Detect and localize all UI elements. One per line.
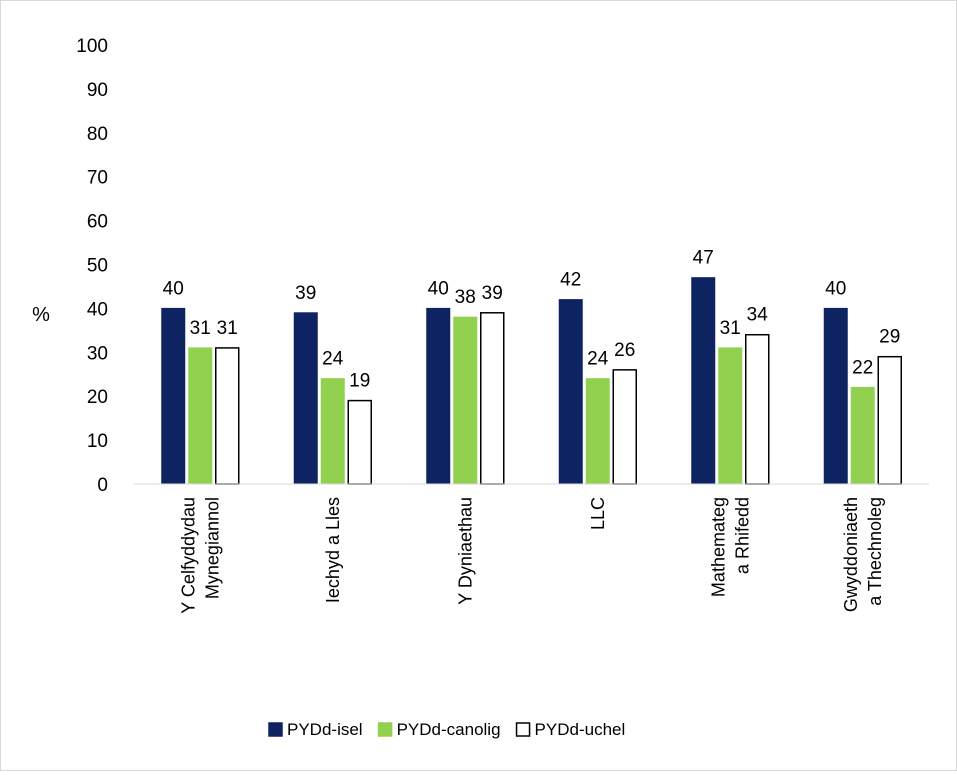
y-tick-label: 100 xyxy=(76,36,108,57)
data-label: 40 xyxy=(428,278,449,299)
y-tick-label: 50 xyxy=(87,256,108,277)
bar-pydd-isel-0 xyxy=(161,307,186,485)
y-axis-label: % xyxy=(32,304,50,326)
bar-pydd-uchel-2 xyxy=(480,312,505,485)
legend-swatch xyxy=(377,722,393,737)
category-label: Y Celfyddydau xyxy=(178,497,198,614)
y-tick-label: 20 xyxy=(87,387,108,408)
y-tick-label: 70 xyxy=(87,168,108,189)
category-label: LLC xyxy=(588,497,608,530)
data-label: 40 xyxy=(825,278,846,299)
category-label: Iechyd a Lles xyxy=(323,497,343,603)
data-label: 24 xyxy=(587,349,609,370)
data-label: 31 xyxy=(217,318,238,339)
data-label: 22 xyxy=(852,357,873,378)
bar-pydd-canolig-3 xyxy=(585,378,610,485)
category-label: Y Dyniaethau xyxy=(455,497,475,605)
bar-pydd-uchel-3 xyxy=(612,369,637,485)
bar-pydd-canolig-4 xyxy=(718,347,743,485)
legend-swatch xyxy=(515,722,531,737)
category-label: a Thechnoleg xyxy=(865,497,885,606)
legend-swatch xyxy=(268,722,283,737)
bar-pydd-isel-3 xyxy=(558,299,583,485)
category-label: Mynegiannol xyxy=(202,497,222,599)
y-tick-label: 0 xyxy=(97,475,108,496)
bars xyxy=(161,277,902,485)
bar-pydd-isel-1 xyxy=(293,312,318,485)
category-label: Mathemateg xyxy=(708,497,728,597)
data-label: 38 xyxy=(455,287,476,308)
bar-pydd-canolig-0 xyxy=(188,347,213,485)
data-label: 24 xyxy=(322,349,344,370)
y-tick-label: 10 xyxy=(87,431,108,452)
bar-pydd-uchel-1 xyxy=(347,399,372,485)
bar-pydd-uchel-4 xyxy=(745,333,770,485)
category-label: a Rhifedd xyxy=(732,497,752,574)
legend: PYDd-isel PYDd-canolig PYDd-uchel xyxy=(268,720,626,739)
y-tick-label: 80 xyxy=(87,124,108,145)
bar-pydd-isel-2 xyxy=(426,307,451,485)
bar-pydd-isel-5 xyxy=(823,307,848,485)
data-label: 40 xyxy=(163,278,184,299)
data-label: 19 xyxy=(349,371,370,392)
data-label: 47 xyxy=(693,248,714,269)
legend-label: PYDd-canolig xyxy=(397,720,501,739)
bar-pydd-canolig-5 xyxy=(850,386,875,485)
bar-pydd-canolig-1 xyxy=(320,378,345,485)
y-tick-label: 90 xyxy=(87,80,108,101)
category-labels: Y Celfyddydau Mynegiannol Iechyd a Lles Y D… xyxy=(178,497,885,614)
bar-pydd-uchel-5 xyxy=(877,355,902,485)
data-label: 42 xyxy=(560,270,581,291)
bar-pydd-uchel-0 xyxy=(215,347,240,485)
data-label: 29 xyxy=(879,327,900,348)
y-tick-label: 40 xyxy=(87,299,108,320)
legend-label: PYDd-isel xyxy=(287,720,363,739)
bar-pydd-canolig-2 xyxy=(453,316,478,485)
data-label: 39 xyxy=(295,283,316,304)
category-label: Gwyddoniaeth xyxy=(841,497,861,612)
data-label: 34 xyxy=(747,305,769,326)
legend-label: PYDd-uchel xyxy=(535,720,626,739)
y-tick-label: 30 xyxy=(87,343,108,364)
data-label: 31 xyxy=(190,318,211,339)
y-axis-ticks: 0 10 20 30 40 50 60 70 80 90 100 xyxy=(76,36,108,496)
bar-pydd-isel-4 xyxy=(691,277,716,485)
data-label: 39 xyxy=(482,283,503,304)
y-tick-label: 60 xyxy=(87,212,108,233)
data-label: 26 xyxy=(614,340,635,361)
data-label: 31 xyxy=(720,318,741,339)
